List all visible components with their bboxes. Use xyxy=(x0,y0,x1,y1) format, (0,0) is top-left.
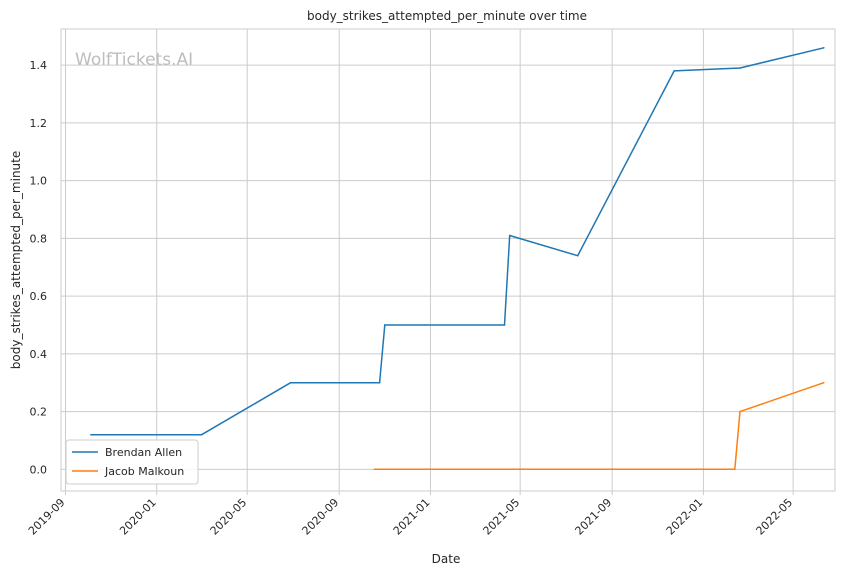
y-tick-label: 1.2 xyxy=(30,117,48,130)
x-axis-label: Date xyxy=(432,552,461,566)
y-tick-label: 0.4 xyxy=(30,348,48,361)
data-point-0-2 xyxy=(289,381,292,384)
data-point-0-0 xyxy=(90,433,92,436)
legend: Brendan Allen Jacob Malkoun xyxy=(65,439,199,485)
y-tick-label: 0.0 xyxy=(30,463,48,476)
data-point-1-0 xyxy=(373,468,376,471)
chart-title: body_strikes_attempted_per_minute over t… xyxy=(307,9,587,23)
data-point-1-1 xyxy=(733,468,736,471)
data-point-0-6 xyxy=(503,324,506,326)
data-point-0-9 xyxy=(673,70,676,72)
y-axis-ticks: 0.0 0.2 0.4 0.6 0.8 1.0 1.2 1.4 xyxy=(30,59,48,476)
series-line-1 xyxy=(374,381,825,471)
legend-frame xyxy=(65,439,199,485)
data-point-1-3 xyxy=(822,381,825,384)
data-point-0-5 xyxy=(384,324,386,326)
y-axis-label: body_strikes_attempted_per_minute xyxy=(9,151,23,369)
y-tick-label: 0.2 xyxy=(30,406,48,419)
data-point-0-11 xyxy=(822,46,825,49)
data-point-0-3 xyxy=(373,381,376,384)
data-point-0-10 xyxy=(739,67,741,69)
plot-frame xyxy=(60,28,836,492)
data-point-0-1 xyxy=(200,433,203,436)
legend-label-1: Jacob Malkoun xyxy=(104,465,184,478)
series-layer xyxy=(90,46,825,471)
y-tick-label: 1.0 xyxy=(30,175,48,188)
y-tick-label: 0.8 xyxy=(30,232,48,245)
plot-area: WolfTickets.AI xyxy=(60,28,836,492)
series-line-0 xyxy=(90,47,824,436)
watermark: WolfTickets.AI xyxy=(75,50,193,70)
data-point-0-8 xyxy=(576,254,579,257)
legend-label-0: Brendan Allen xyxy=(105,446,182,459)
y-tick-label: 0.6 xyxy=(30,290,48,303)
data-point-0-7 xyxy=(508,234,511,237)
y-tick-label: 1.4 xyxy=(30,59,48,72)
data-point-1-2 xyxy=(739,410,741,413)
data-point-0-4 xyxy=(378,381,381,384)
